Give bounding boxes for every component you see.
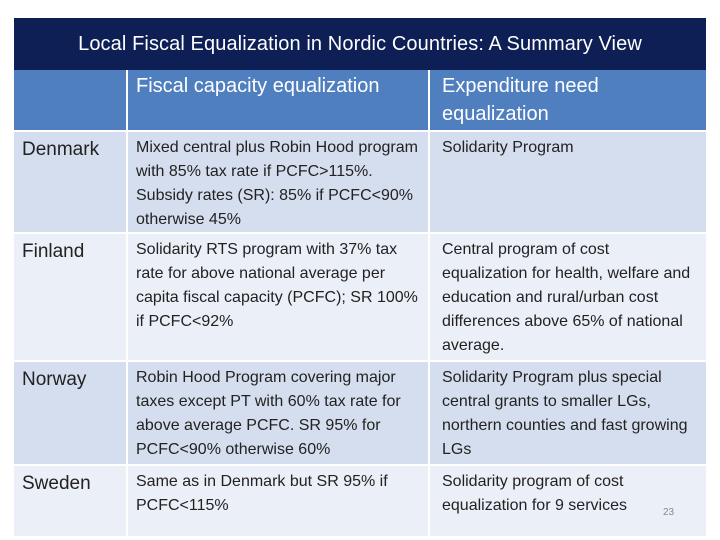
row-fiscal: Same as in Denmark but SR 95% if PCFC<11… <box>128 466 428 536</box>
header-expenditure-need: Expenditure need equalization <box>430 70 706 130</box>
row-fiscal: Mixed central plus Robin Hood program wi… <box>128 132 428 232</box>
table-row: Finland Solidarity RTS program with 37% … <box>14 234 706 360</box>
table-row: Sweden Same as in Denmark but SR 95% if … <box>14 466 706 536</box>
header-fiscal-capacity: Fiscal capacity equalization <box>128 70 428 130</box>
table-row: Denmark Mixed central plus Robin Hood pr… <box>14 132 706 232</box>
slide-title: Local Fiscal Equalization in Nordic Coun… <box>14 18 706 70</box>
row-expenditure: Solidarity Program <box>430 132 706 232</box>
row-fiscal: Robin Hood Program covering major taxes … <box>128 362 428 464</box>
table-header: Fiscal capacity equalization Expenditure… <box>14 70 706 130</box>
row-fiscal: Solidarity RTS program with 37% tax rate… <box>128 234 428 360</box>
page-number: 23 <box>663 507 675 518</box>
row-country: Sweden <box>14 466 126 536</box>
row-country: Finland <box>14 234 126 360</box>
row-country: Norway <box>14 362 126 464</box>
header-country <box>14 70 126 130</box>
row-expenditure: Solidarity Program plus special central … <box>430 362 706 464</box>
row-expenditure: Solidarity program of cost equalization … <box>430 466 706 536</box>
row-country: Denmark <box>14 132 126 232</box>
row-expenditure: Central program of cost equalization for… <box>430 234 706 360</box>
table-row: Norway Robin Hood Program covering major… <box>14 362 706 464</box>
